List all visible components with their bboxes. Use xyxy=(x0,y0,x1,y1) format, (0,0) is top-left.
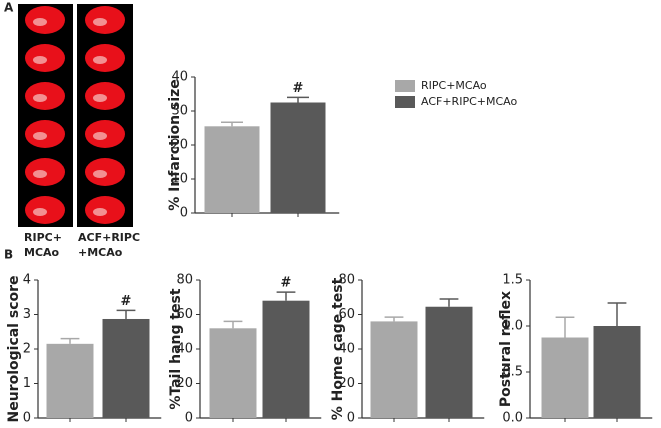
y-tick-label: 0 xyxy=(347,411,355,426)
y-axis-label: % Infarction size xyxy=(167,79,183,211)
bar xyxy=(541,337,589,418)
y-tick-label: 0 xyxy=(185,411,193,426)
legend-label: RIPC+MCAo xyxy=(421,79,487,92)
brain-highlight xyxy=(33,56,47,64)
y-tick-label: 80 xyxy=(338,273,355,288)
image-label: RIPC+ xyxy=(24,231,62,244)
y-tick-label: 80 xyxy=(176,273,193,288)
y-axis-label: Neurological score xyxy=(6,275,22,422)
y-tick-label: 20 xyxy=(171,138,188,153)
y-tick-label: 0 xyxy=(23,411,31,426)
image-label: MCAo xyxy=(24,246,60,259)
y-axis-label: % Home cage test xyxy=(330,277,346,420)
brain-highlight xyxy=(33,132,47,140)
brain-highlight xyxy=(93,170,107,178)
y-tick-label: 20 xyxy=(176,376,193,391)
brain-highlight xyxy=(33,170,47,178)
y-axis-label: Postural reflex xyxy=(498,291,514,407)
y-tick-label: 10 xyxy=(171,172,188,187)
bar xyxy=(262,300,310,418)
bar xyxy=(204,126,260,213)
bar xyxy=(46,343,94,418)
annotation: # xyxy=(293,81,304,96)
y-tick-label: 20 xyxy=(338,376,355,391)
y-tick-label: 40 xyxy=(171,70,188,85)
y-tick-label: 1.0 xyxy=(502,319,523,334)
bar xyxy=(593,326,641,418)
y-tick-label: 1.5 xyxy=(502,273,523,288)
y-tick-label: 2 xyxy=(23,342,31,357)
panel-label: A xyxy=(4,1,14,15)
y-tick-label: 40 xyxy=(176,342,193,357)
bar xyxy=(270,102,326,213)
panel-label: B xyxy=(4,248,13,262)
legend-label: ACF+RIPC+MCAo xyxy=(421,95,517,108)
bar xyxy=(370,321,418,418)
brain-highlight xyxy=(93,18,107,26)
y-axis-label: %Tail hang test xyxy=(168,288,184,409)
y-tick-label: 40 xyxy=(338,342,355,357)
bar xyxy=(209,328,257,418)
image-panel xyxy=(18,4,73,227)
brain-highlight xyxy=(93,94,107,102)
image-label: +MCAo xyxy=(78,246,123,259)
y-tick-label: 1 xyxy=(23,376,31,391)
image-label: ACF+RIPC xyxy=(78,231,140,244)
legend-swatch xyxy=(395,80,415,92)
image-panel xyxy=(77,4,133,227)
y-tick-label: 0.0 xyxy=(502,411,523,426)
y-tick-label: 60 xyxy=(338,307,355,322)
y-tick-label: 0 xyxy=(180,206,188,221)
bar xyxy=(102,318,150,418)
y-tick-label: 4 xyxy=(23,273,31,288)
y-tick-label: 30 xyxy=(171,104,188,119)
brain-highlight xyxy=(93,132,107,140)
y-tick-label: 60 xyxy=(176,307,193,322)
brain-highlight xyxy=(93,56,107,64)
annotation: # xyxy=(281,276,292,291)
brain-highlight xyxy=(93,208,107,216)
annotation: # xyxy=(121,294,132,309)
brain-highlight xyxy=(33,94,47,102)
brain-highlight xyxy=(33,208,47,216)
y-tick-label: 3 xyxy=(23,307,31,322)
bar xyxy=(425,306,473,418)
y-tick-label: 0.5 xyxy=(502,365,523,380)
brain-highlight xyxy=(33,18,47,26)
legend-swatch xyxy=(395,96,415,108)
